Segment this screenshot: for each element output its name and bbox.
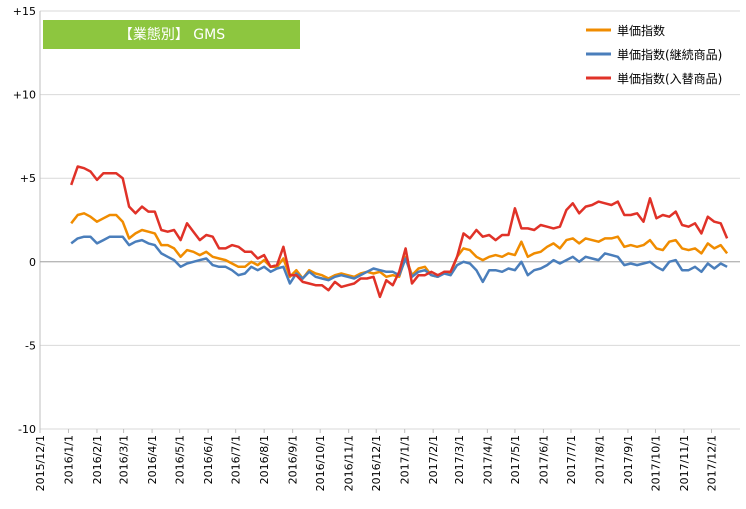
y-tick-label-1: +10 bbox=[13, 89, 36, 102]
x-tick-label-19: 2017/7/1 bbox=[565, 435, 578, 484]
x-axis-tick-labels: 2015/12/1 2016/1/1 2016/2/1 2016/3/1 2016/4/… bbox=[34, 435, 719, 491]
legend-label-continuing-products: 単価指数(継続商品) bbox=[617, 47, 722, 62]
series-line-1 bbox=[70, 235, 728, 285]
x-tick-label-5: 2016/5/1 bbox=[174, 435, 187, 484]
x-tick-label-21: 2017/9/1 bbox=[622, 435, 635, 484]
x-tick-label-7: 2016/7/1 bbox=[230, 435, 243, 484]
y-axis-tick-labels: +15 +10 +5 0 -5 -10 bbox=[13, 5, 36, 436]
x-tick-label-10: 2016/10/1 bbox=[314, 435, 327, 491]
x-tick-label-24: 2017/12/1 bbox=[706, 435, 719, 491]
series-lines bbox=[70, 165, 729, 299]
axes bbox=[39, 11, 740, 433]
y-tick-label-5: -10 bbox=[18, 423, 36, 436]
x-tick-label-22: 2017/10/1 bbox=[649, 435, 662, 491]
x-tick-label-18: 2017/6/1 bbox=[537, 435, 550, 484]
x-tick-label-20: 2017/8/1 bbox=[593, 435, 606, 484]
x-tick-label-16: 2017/4/1 bbox=[481, 435, 494, 484]
x-tick-label-3: 2016/3/1 bbox=[118, 435, 131, 484]
x-tick-label-15: 2017/3/1 bbox=[453, 435, 466, 484]
title-banner-background bbox=[43, 20, 300, 49]
x-tick-label-2: 2016/2/1 bbox=[91, 435, 104, 484]
legend: 単価指数 単価指数(継続商品) 単価指数(入替商品) bbox=[586, 23, 722, 86]
x-tick-label-9: 2016/9/1 bbox=[287, 435, 300, 484]
y-tick-label-0: +15 bbox=[13, 5, 36, 18]
x-tick-label-13: 2017/1/1 bbox=[399, 435, 412, 484]
x-tick-label-12: 2016/12/1 bbox=[370, 435, 383, 491]
y-tick-label-2: +5 bbox=[20, 172, 36, 185]
x-tick-label-8: 2016/8/1 bbox=[258, 435, 271, 484]
x-tick-label-17: 2017/5/1 bbox=[509, 435, 522, 484]
chart-title-banner: 【業態別】 GMS bbox=[43, 20, 300, 49]
x-tick-label-6: 2016/6/1 bbox=[202, 435, 215, 484]
chart-title: 【業態別】 GMS bbox=[119, 27, 225, 43]
legend-label-unit-price-index: 単価指数 bbox=[617, 23, 665, 38]
x-tick-label-1: 2016/1/1 bbox=[62, 435, 75, 484]
y-tick-label-3: 0 bbox=[29, 256, 36, 269]
x-tick-label-0: 2015/12/1 bbox=[34, 435, 47, 491]
series-line-0 bbox=[70, 212, 729, 280]
x-tick-label-4: 2016/4/1 bbox=[146, 435, 159, 484]
series-line-2 bbox=[70, 165, 729, 299]
y-tick-label-4: -5 bbox=[25, 339, 36, 352]
x-tick-label-14: 2017/2/1 bbox=[427, 435, 440, 484]
legend-label-replaced-products: 単価指数(入替商品) bbox=[617, 71, 722, 86]
x-tick-label-23: 2017/11/1 bbox=[678, 435, 691, 491]
x-tick-label-11: 2016/11/1 bbox=[343, 435, 356, 491]
